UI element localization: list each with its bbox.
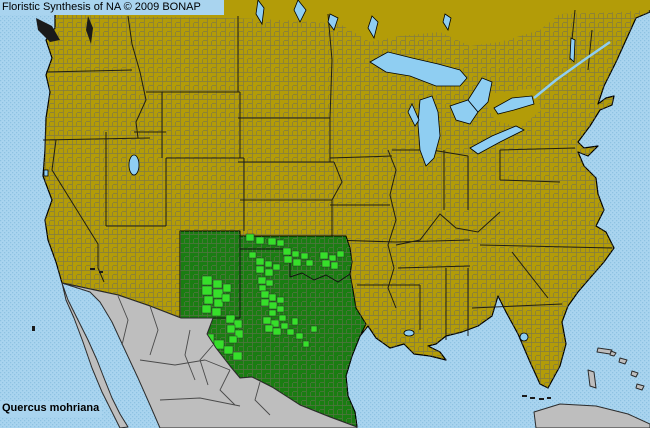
presence-county [225, 314, 236, 324]
presence-county [203, 295, 214, 305]
presence-county [328, 254, 337, 262]
presence-county [226, 324, 236, 334]
cuba [533, 403, 650, 428]
presence-county [213, 298, 224, 308]
presence-county [264, 260, 273, 268]
presence-county [330, 261, 339, 270]
florida-keys [522, 395, 551, 400]
presence-county [278, 314, 287, 322]
presence-county [291, 317, 299, 326]
islands-layer [32, 16, 551, 400]
presence-county [258, 284, 267, 292]
presence-county [255, 257, 265, 266]
presence-county [223, 345, 234, 355]
lake-huron [449, 99, 479, 125]
presence-county [265, 279, 274, 287]
presence-county [268, 293, 277, 302]
presence-county [257, 276, 267, 285]
presence-county [310, 325, 318, 333]
presence-county [201, 285, 213, 296]
presence-county [255, 265, 265, 274]
presence-county [282, 247, 292, 256]
presence-county [305, 259, 314, 267]
presence-county [201, 275, 213, 286]
presence-county [268, 309, 277, 317]
presence-county [201, 304, 212, 314]
bahamas [587, 347, 645, 391]
presence-county [267, 237, 277, 246]
lake-michigan [417, 95, 441, 167]
presence-county [295, 332, 304, 340]
presence-county [212, 288, 224, 299]
presence-county [280, 322, 289, 330]
presence-county [291, 250, 300, 258]
vancouver-island [36, 18, 60, 42]
green-bay [407, 103, 420, 127]
channel-island-2 [99, 271, 103, 273]
presence-county [234, 329, 244, 339]
presence-county [292, 258, 302, 267]
st-lawrence-river [533, 40, 611, 99]
channel-island-1 [90, 268, 95, 270]
presence-county [245, 233, 255, 242]
lake-champlain [569, 37, 576, 63]
presence-county [286, 328, 295, 336]
lake-tahoe [43, 169, 49, 177]
georgian-bay [467, 77, 493, 113]
presence-county [262, 316, 272, 325]
presence-county [221, 293, 231, 303]
presence-county [260, 298, 270, 307]
presence-county [270, 319, 280, 328]
lake-okeechobee [519, 332, 529, 342]
presence-county [276, 296, 285, 304]
presence-county [300, 252, 309, 260]
presence-county [336, 250, 345, 258]
mexico-state-lines [117, 295, 271, 416]
presence-county [319, 251, 329, 260]
presence-county [228, 335, 238, 344]
presence-county [321, 259, 331, 268]
presence-county [264, 268, 274, 277]
presence-county [276, 239, 285, 247]
presence-county [212, 279, 223, 289]
lakes-layer [43, 0, 611, 342]
presence-county [222, 283, 232, 293]
presence-county [268, 301, 278, 310]
lake-erie [469, 125, 525, 155]
presence-county [211, 307, 222, 317]
presence-county [264, 324, 274, 333]
canadian-lakes [255, 0, 452, 40]
lake-ontario [493, 95, 535, 115]
presence-county [272, 263, 281, 271]
lake-pontchartrain [403, 329, 415, 337]
map-title: Floristic Synthesis of NA © 2009 BONAP [0, 0, 224, 15]
baja-california [61, 282, 129, 428]
presence-county [232, 351, 243, 361]
great-salt-lake [128, 154, 140, 176]
presence-county [255, 236, 265, 245]
state-borders [42, 9, 613, 340]
puget-sound [86, 16, 93, 44]
presence-county [233, 319, 243, 329]
presence-county [260, 290, 270, 299]
county-presence-layer [201, 233, 345, 361]
pacific-island [32, 326, 35, 331]
presence-county [283, 255, 293, 264]
species-name-label: Quercus mohriana [0, 401, 103, 417]
presence-county [276, 305, 285, 313]
presence-county [302, 340, 310, 348]
lake-superior [369, 51, 468, 87]
presence-county [272, 327, 282, 336]
presence-county [248, 251, 257, 259]
